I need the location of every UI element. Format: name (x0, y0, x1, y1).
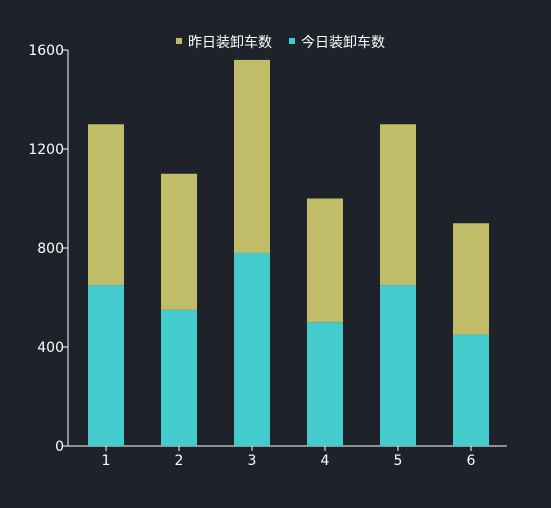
legend-label: 今日装卸车数 (301, 34, 385, 51)
y-tick-label: 1600 (28, 43, 64, 59)
x-tick-label: 5 (394, 453, 403, 469)
x-tick-label: 1 (102, 453, 111, 469)
y-tick-label: 1200 (28, 142, 64, 158)
bar-series2-cat-1 (88, 124, 124, 286)
bar-series2-cat-5 (380, 124, 416, 286)
y-tick-label: 0 (55, 439, 64, 455)
x-tick-label: 4 (321, 453, 330, 469)
legend: 昨日装卸车数 今日装卸车数 (176, 34, 385, 51)
bar-series1-cat-1 (88, 285, 124, 446)
x-tick-label: 2 (175, 453, 184, 469)
bar-series1-cat-3 (234, 252, 270, 446)
y-tick-label: 800 (37, 241, 64, 257)
legend-label: 昨日装卸车数 (188, 34, 272, 51)
bar-series2-cat-3 (234, 59, 270, 253)
bar-series2-cat-6 (453, 223, 489, 335)
y-axis: 0 400 800 1200 1600 (28, 43, 69, 455)
bar-series1-cat-6 (453, 334, 489, 446)
legend-swatch (176, 38, 182, 44)
bars (88, 59, 489, 446)
legend-swatch (289, 38, 295, 44)
x-axis: 1 2 3 4 5 6 (68, 445, 507, 469)
bar-series1-cat-5 (380, 285, 416, 446)
x-tick-label: 3 (248, 453, 257, 469)
bar-series1-cat-2 (161, 309, 197, 446)
bar-series2-cat-2 (161, 173, 197, 310)
bar-series2-cat-4 (307, 198, 343, 323)
bar-series1-cat-4 (307, 322, 343, 446)
y-tick-label: 400 (37, 340, 64, 356)
x-tick-label: 6 (467, 453, 476, 469)
